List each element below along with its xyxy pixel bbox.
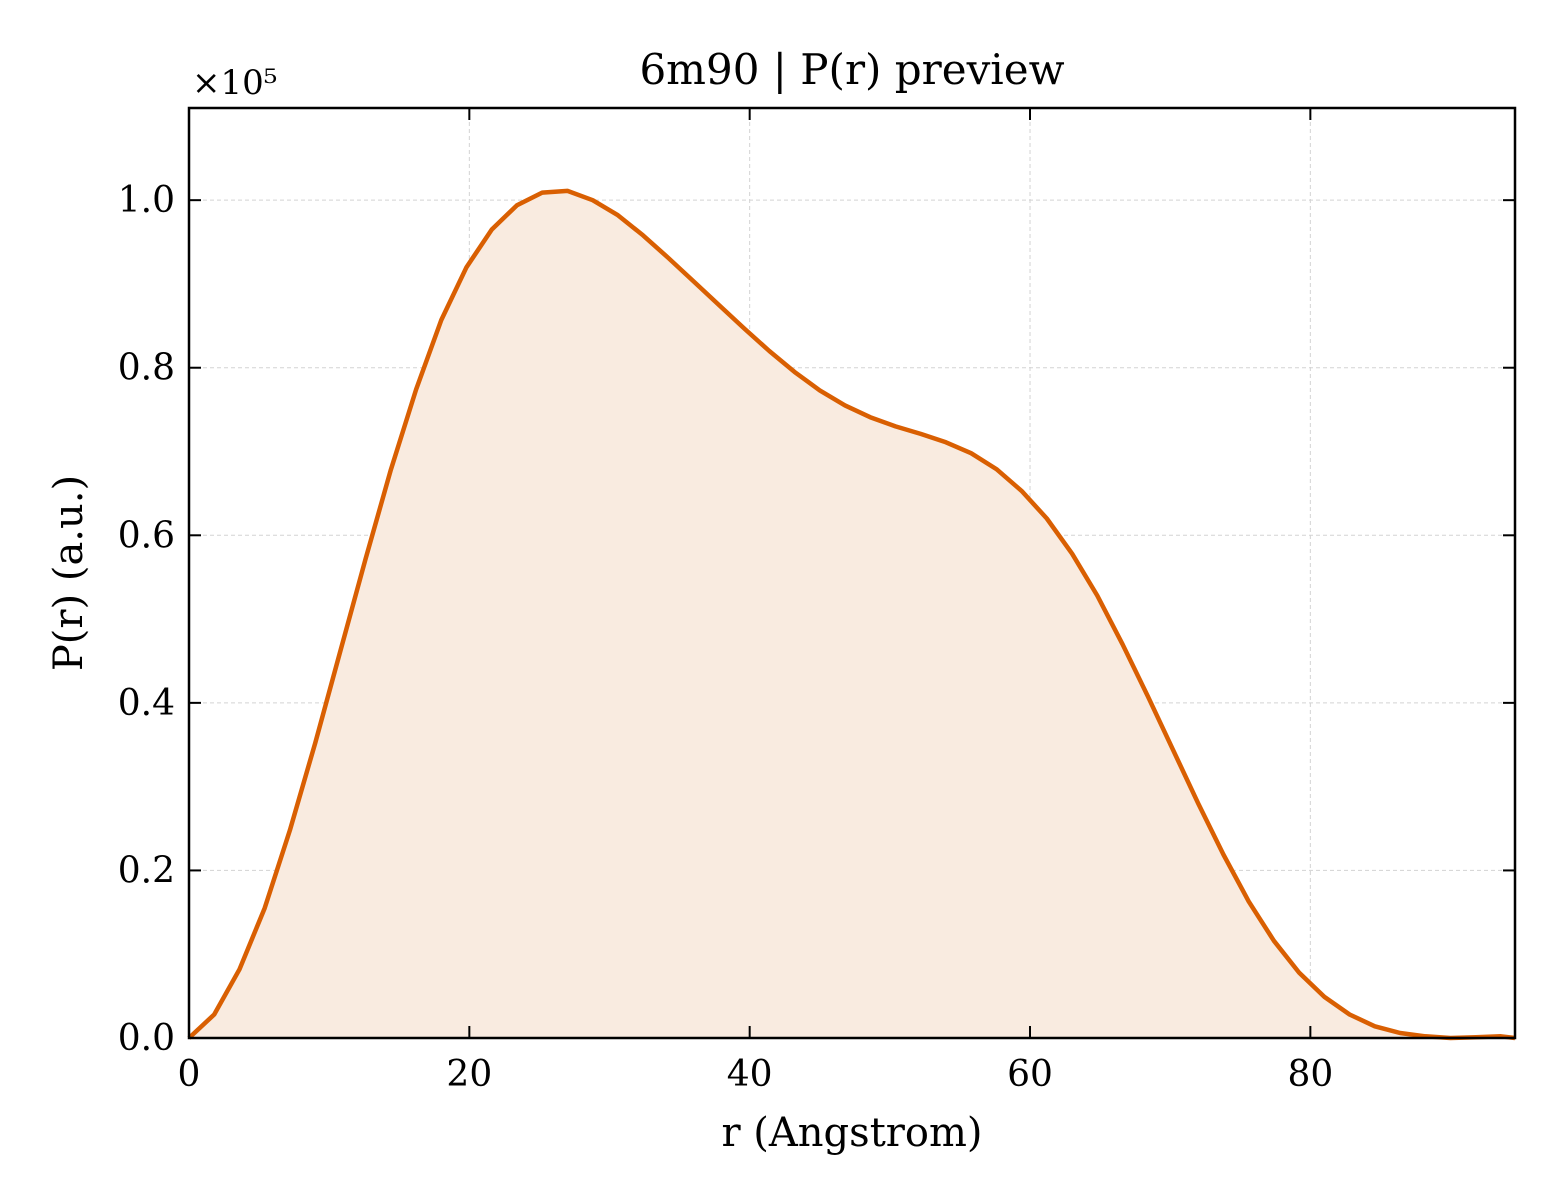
y-tick-label: 0.0 [118, 1018, 175, 1059]
y-axis-label: P(r) (a.u.) [46, 475, 92, 671]
x-tick-label: 40 [727, 1054, 773, 1095]
pr-series-line [187, 188, 1516, 1041]
y-scale-multiplier: ×10⁵ [192, 63, 277, 103]
x-tick-label: 0 [178, 1054, 201, 1095]
x-tick-label: 60 [1007, 1054, 1053, 1095]
y-tick-label: 1.0 [118, 180, 175, 221]
ticks-layer: 0 20 40 60 80 0.0 0.2 0.4 0.6 0.8 1.0 [118, 108, 1515, 1095]
x-tick-label: 20 [446, 1054, 492, 1095]
chart-title: 6m90 | P(r) preview [639, 45, 1064, 94]
y-tick-label: 0.4 [118, 683, 175, 724]
pr-area-fill [189, 190, 1515, 1038]
y-tick-label: 0.6 [118, 515, 175, 556]
y-tick-label: 0.2 [118, 850, 175, 891]
plot-frame [187, 106, 1517, 1040]
y-tick-label: 0.8 [118, 348, 175, 389]
x-tick-label: 80 [1287, 1054, 1333, 1095]
x-axis-label: r (Angstrom) [721, 1110, 982, 1156]
